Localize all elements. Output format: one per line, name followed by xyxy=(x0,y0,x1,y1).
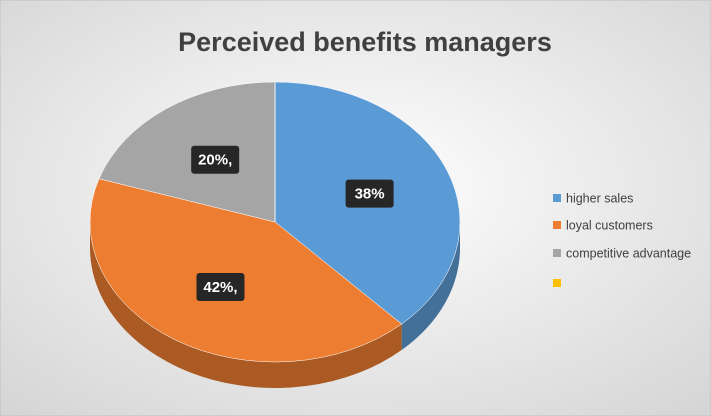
legend-label: competitive advantage xyxy=(566,246,691,260)
chart-title: Perceived benefits managers xyxy=(178,27,552,57)
data-label: 38% xyxy=(355,186,385,203)
data-label-box xyxy=(345,179,394,208)
data-label-box xyxy=(196,273,245,302)
pie-slice xyxy=(98,81,276,223)
legend-swatch xyxy=(553,249,561,257)
pie-slice-side xyxy=(401,222,460,351)
data-label-box xyxy=(191,145,240,174)
legend-swatch xyxy=(553,221,561,229)
legend-swatch xyxy=(553,194,561,202)
legend-swatch xyxy=(553,279,561,287)
legend-label: loyal customers xyxy=(566,218,653,232)
pie-slice xyxy=(89,178,403,363)
data-label: 20%, xyxy=(198,152,232,169)
pie-slice-side xyxy=(89,222,402,388)
data-label: 42%, xyxy=(203,279,237,296)
legend-label: higher sales xyxy=(566,191,633,205)
